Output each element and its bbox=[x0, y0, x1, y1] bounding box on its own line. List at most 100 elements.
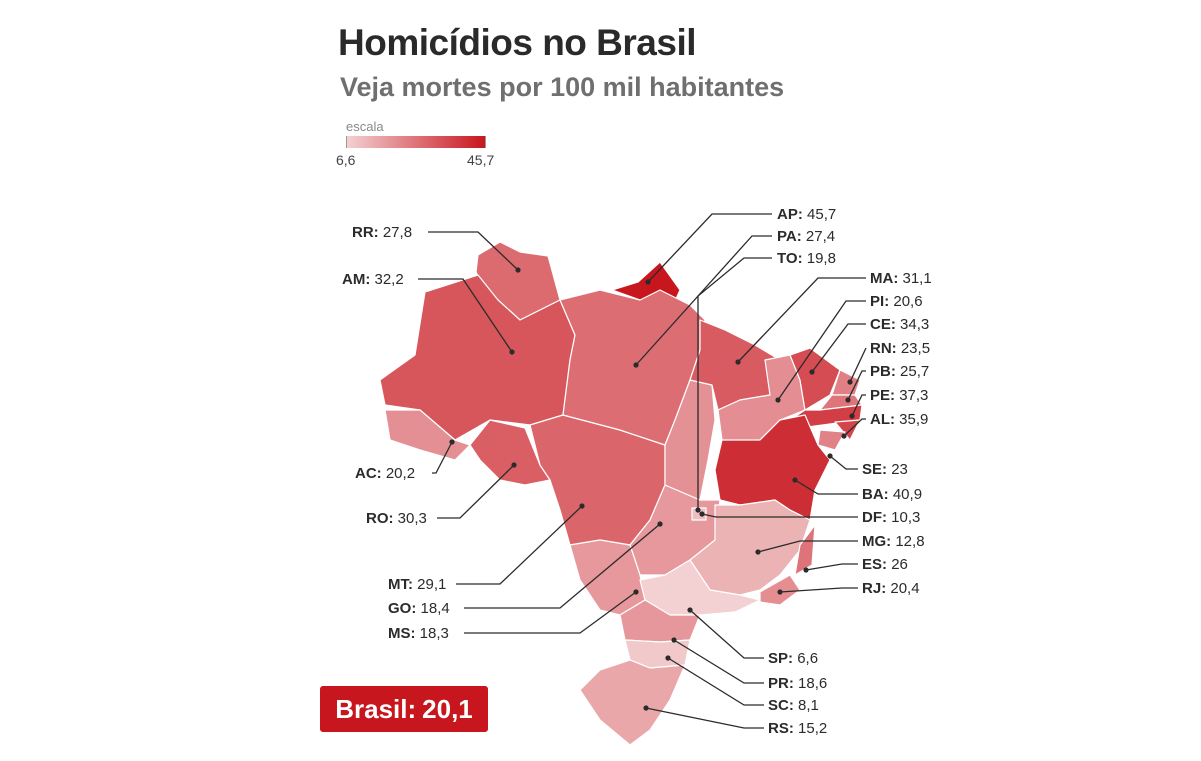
state-value: 23 bbox=[891, 461, 908, 478]
leader-line-mg bbox=[757, 540, 858, 553]
leader-line-ac bbox=[432, 441, 453, 474]
state-value: 19,8 bbox=[806, 250, 836, 267]
state-code: MG bbox=[862, 533, 887, 550]
leader-dot-sp bbox=[687, 607, 693, 613]
state-code: AM bbox=[342, 271, 366, 288]
state-value: 18,4 bbox=[420, 600, 450, 617]
leader-dot-al bbox=[841, 433, 847, 439]
leader-dot-pi bbox=[775, 397, 781, 403]
state-label-separator: : bbox=[890, 316, 901, 333]
state-label-pa: PA: 27,4 bbox=[777, 228, 835, 246]
leader-dot-rj bbox=[777, 589, 783, 595]
state-label-ac: AC: 20,2 bbox=[355, 465, 415, 483]
state-label-separator: : bbox=[890, 411, 900, 428]
state-code: PI bbox=[870, 293, 885, 310]
state-value: 20,2 bbox=[385, 465, 416, 482]
leader-line-se bbox=[829, 455, 858, 470]
state-label-separator: : bbox=[893, 270, 903, 287]
leader-line-ce bbox=[811, 323, 866, 373]
state-label-go: GO: 18,4 bbox=[388, 600, 450, 618]
state-code: RJ bbox=[862, 580, 882, 597]
state-code: AP bbox=[777, 206, 798, 223]
state-label-rj: RJ: 20,4 bbox=[862, 580, 920, 598]
state-code: PE bbox=[870, 387, 891, 404]
leader-line-sc bbox=[667, 657, 764, 706]
state-label-separator: : bbox=[788, 650, 798, 667]
state-label-separator: : bbox=[365, 271, 375, 288]
state-code: RR bbox=[352, 224, 374, 241]
state-label-separator: : bbox=[410, 625, 420, 642]
state-label-pr: PR: 18,6 bbox=[768, 675, 827, 693]
state-value: 15,2 bbox=[798, 720, 828, 737]
state-label-separator: : bbox=[797, 250, 807, 267]
state-code: MT bbox=[388, 576, 408, 593]
state-value: 27,8 bbox=[382, 224, 413, 241]
state-value: 25,7 bbox=[900, 363, 930, 380]
leader-line-df bbox=[701, 513, 858, 518]
state-label-rs: RS: 15,2 bbox=[768, 720, 827, 738]
state-value: 45,7 bbox=[807, 206, 837, 223]
state-label-separator: : bbox=[883, 486, 893, 503]
state-code: BA bbox=[862, 486, 884, 503]
leader-dot-ba bbox=[792, 477, 798, 483]
state-code: SP bbox=[768, 650, 789, 667]
brasil-label: Brasil: bbox=[335, 693, 417, 724]
state-value: 20,4 bbox=[890, 580, 920, 597]
leader-dot-ro bbox=[511, 462, 517, 468]
leader-line-rj bbox=[779, 587, 858, 593]
leader-dot-pe bbox=[849, 413, 855, 419]
leader-line-pe bbox=[851, 394, 866, 417]
state-label-separator: : bbox=[891, 340, 901, 357]
leader-line-sp bbox=[689, 609, 764, 659]
state-value: 27,4 bbox=[805, 228, 836, 245]
state-code: SE bbox=[862, 461, 883, 478]
state-label-separator: : bbox=[788, 675, 799, 692]
state-label-separator: : bbox=[411, 600, 421, 617]
brasil-value: 20,1 bbox=[422, 693, 473, 724]
leader-dot-se bbox=[827, 453, 833, 459]
state-label-separator: : bbox=[788, 720, 799, 737]
scale-label: escala bbox=[346, 119, 384, 134]
state-code: PA bbox=[777, 228, 797, 245]
state-value: 23,5 bbox=[900, 340, 931, 357]
state-value: 18,6 bbox=[798, 675, 828, 692]
state-label-pb: PB: 25,7 bbox=[870, 363, 929, 381]
state-to bbox=[664, 379, 716, 501]
state-ba bbox=[714, 414, 831, 521]
state-se bbox=[817, 429, 846, 451]
state-label-mt: MT: 29,1 bbox=[388, 576, 446, 594]
leader-line-go bbox=[464, 523, 661, 609]
leader-line-am bbox=[418, 278, 513, 353]
state-label-pe: PE: 37,3 bbox=[870, 387, 928, 405]
state-label-separator: : bbox=[796, 228, 806, 245]
leader-dot-es bbox=[803, 567, 809, 573]
state-value: 29,1 bbox=[417, 576, 447, 593]
state-label-separator: : bbox=[373, 224, 383, 241]
map-subtitle: Veja mortes por 100 mil habitantes bbox=[340, 72, 785, 102]
leader-dot-sc bbox=[665, 655, 671, 661]
state-code: RO bbox=[366, 510, 389, 527]
state-value: 26 bbox=[891, 556, 908, 573]
state-value: 8,1 bbox=[798, 697, 819, 714]
leader-dot-mg bbox=[755, 549, 761, 555]
state-label-mg: MG: 12,8 bbox=[862, 533, 925, 551]
state-label-al: AL: 35,9 bbox=[870, 411, 928, 429]
leader-line-rs bbox=[645, 707, 764, 729]
state-code: CE bbox=[870, 316, 891, 333]
leader-dot-pb bbox=[845, 397, 851, 403]
state-label-separator: : bbox=[882, 556, 892, 573]
state-label-separator: : bbox=[886, 533, 896, 550]
state-label-separator: : bbox=[890, 363, 901, 380]
leader-dot-am bbox=[509, 349, 515, 355]
state-al bbox=[834, 419, 861, 441]
state-value: 20,6 bbox=[893, 293, 923, 310]
leader-dot-to bbox=[695, 507, 701, 513]
leader-dot-rn bbox=[847, 379, 853, 385]
state-label-separator: : bbox=[388, 510, 398, 527]
state-label-separator: : bbox=[788, 697, 799, 714]
state-value: 32,2 bbox=[374, 271, 404, 288]
state-label-to: TO: 19,8 bbox=[777, 250, 836, 268]
state-label-ba: BA: 40,9 bbox=[862, 486, 922, 504]
state-label-pi: PI: 20,6 bbox=[870, 293, 923, 311]
leader-line-pi bbox=[777, 300, 866, 401]
